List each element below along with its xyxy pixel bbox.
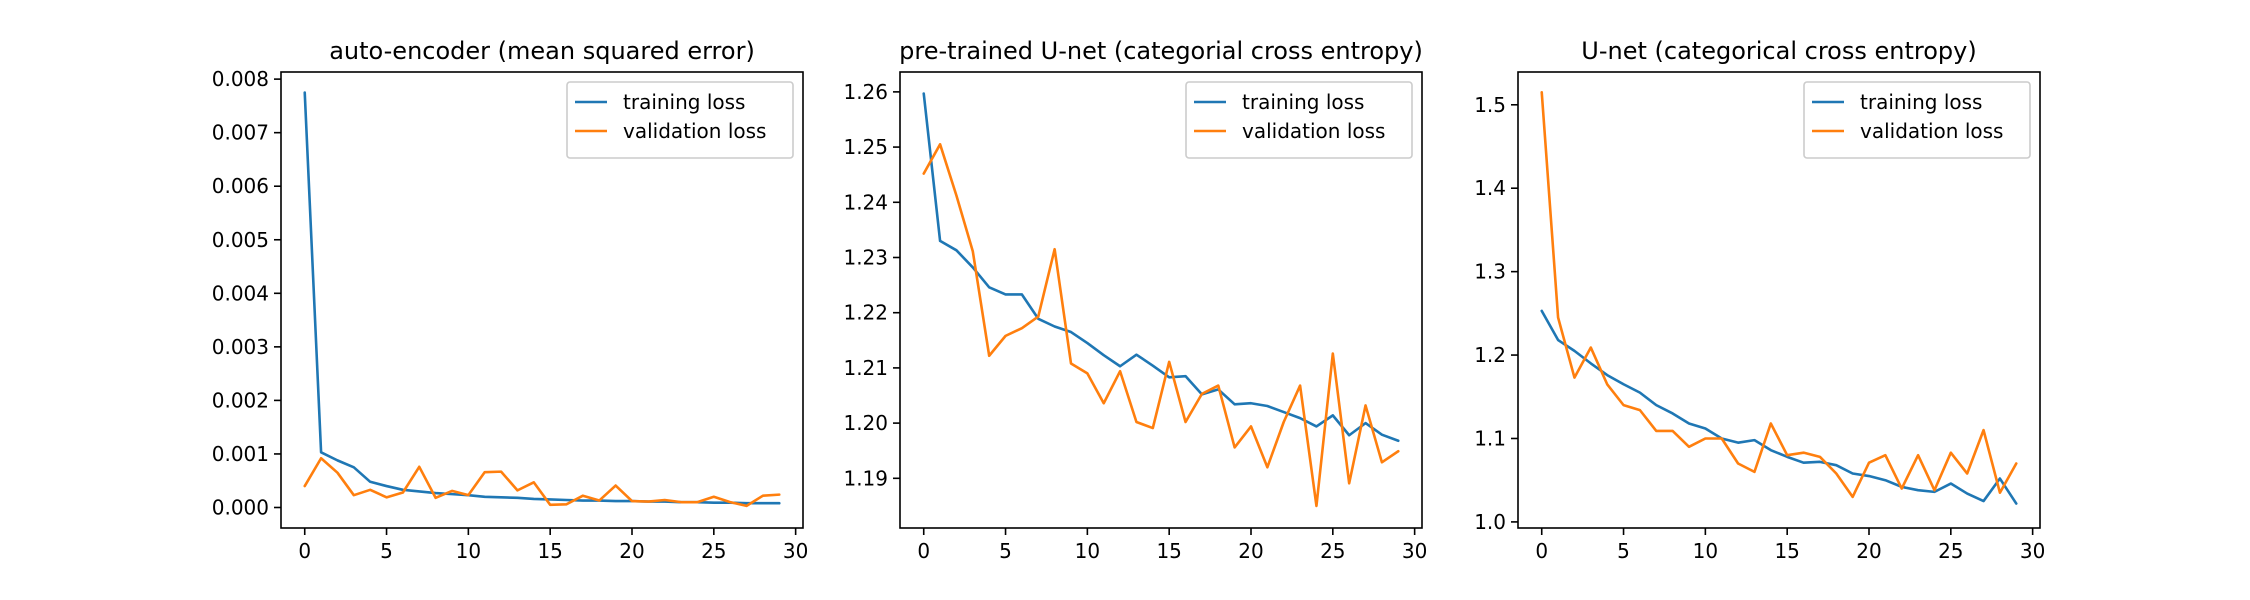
y-tick-label: 1.20: [843, 411, 888, 435]
x-tick-label: 20: [619, 539, 644, 563]
y-tick-label: 1.26: [843, 80, 888, 104]
chart-title: pre-trained U-net (categorial cross entr…: [899, 37, 1423, 65]
x-tick-label: 10: [1693, 539, 1718, 563]
x-tick-label: 0: [298, 539, 311, 563]
x-tick-label: 25: [1320, 539, 1345, 563]
x-tick-label: 30: [1402, 539, 1427, 563]
subplot-unet: U-net (categorical cross entropy) 0 5 10 15…: [1474, 37, 2045, 563]
y-tick-label: 1.1: [1474, 426, 1506, 450]
legend-label: training loss: [1242, 90, 1364, 114]
chart-title: U-net (categorical cross entropy): [1581, 37, 1976, 65]
y-tick-label: 0.006: [212, 174, 269, 198]
y-tick-label: 0.003: [212, 335, 269, 359]
legend: training loss validation loss: [566, 81, 794, 159]
y-tick-label: 1.4: [1474, 176, 1506, 200]
series-line-training: [1540, 309, 2018, 505]
axes-frame: [280, 71, 804, 529]
y-tick-label: 0.004: [212, 281, 269, 305]
x-tick-label: 25: [1938, 539, 1963, 563]
series-line-validation: [1540, 90, 2018, 499]
legend-box: [566, 81, 794, 159]
y-tick-label: 1.19: [843, 466, 888, 490]
x-tick-label: 25: [701, 539, 726, 563]
axes-frame: [899, 71, 1423, 529]
series-line-training: [922, 92, 1400, 443]
chart-title: auto-encoder (mean squared error): [329, 37, 755, 65]
y-tick-label: 1.3: [1474, 260, 1506, 284]
y-tick-label: 0.007: [212, 121, 269, 145]
legend-label: validation loss: [1242, 119, 1385, 143]
y-tick-label: 1.25: [843, 135, 888, 159]
x-tick-label: 5: [999, 539, 1012, 563]
y-tick-label: 1.5: [1474, 93, 1506, 117]
legend: training loss validation loss: [1803, 81, 2031, 159]
x-tick-label: 20: [1856, 539, 1881, 563]
series-line-validation: [922, 143, 1400, 508]
series-line-validation: [303, 456, 781, 508]
legend-label: training loss: [1860, 90, 1982, 114]
y-tick-label: 0.002: [212, 388, 269, 412]
x-tick-label: 10: [1075, 539, 1100, 563]
x-tick-label: 15: [1774, 539, 1799, 563]
x-tick-label: 15: [1156, 539, 1181, 563]
subplot-autoencoder: auto-encoder (mean squared error) 0 5 10 15…: [212, 37, 809, 563]
x-tick-label: 5: [1617, 539, 1630, 563]
x-tick-label: 0: [1535, 539, 1548, 563]
legend-label: validation loss: [623, 119, 766, 143]
x-tick-label: 15: [537, 539, 562, 563]
y-tick-label: 1.2: [1474, 343, 1506, 367]
y-tick-label: 0.001: [212, 442, 269, 466]
subplot-pretrained-unet: pre-trained U-net (categorial cross entr…: [843, 37, 1427, 563]
axes-frame: [1517, 71, 2041, 529]
x-tick-label: 30: [2020, 539, 2045, 563]
x-tick-label: 10: [456, 539, 481, 563]
x-tick-label: 5: [380, 539, 393, 563]
y-tick-label: 0.005: [212, 228, 269, 252]
x-tick-label: 20: [1238, 539, 1263, 563]
y-tick-label: 1.21: [843, 356, 888, 380]
legend-box: [1185, 81, 1413, 159]
y-tick-label: 1.0: [1474, 510, 1506, 534]
x-tick-label: 0: [917, 539, 930, 563]
legend-label: training loss: [623, 90, 745, 114]
y-tick-label: 1.22: [843, 301, 888, 325]
x-tick-label: 30: [783, 539, 808, 563]
legend: training loss validation loss: [1185, 81, 1413, 159]
y-tick-label: 1.23: [843, 245, 888, 269]
y-tick-label: 0.000: [212, 495, 269, 519]
legend-label: validation loss: [1860, 119, 2003, 143]
y-tick-label: 0.008: [212, 67, 269, 91]
legend-box: [1803, 81, 2031, 159]
y-tick-label: 1.24: [843, 190, 888, 214]
